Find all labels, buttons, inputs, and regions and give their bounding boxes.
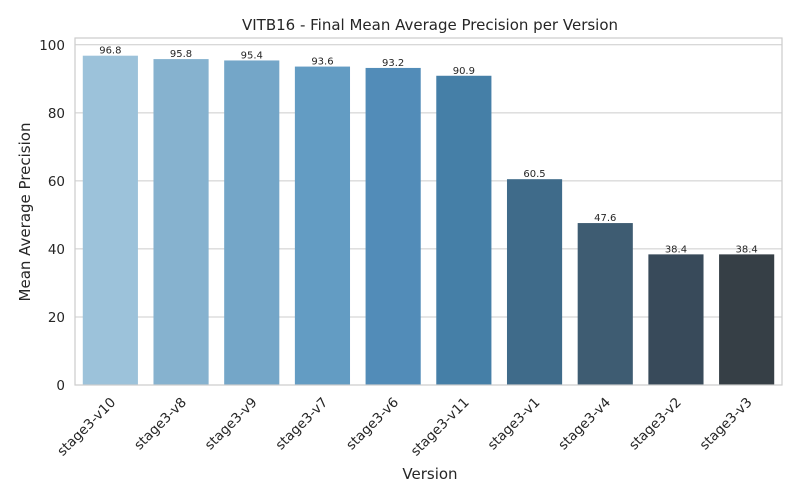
y-tick-label: 40	[48, 242, 65, 258]
y-tick-label: 100	[39, 38, 65, 54]
chart-title: VITB16 - Final Mean Average Precision pe…	[242, 16, 618, 34]
y-tick-labels: 0 20 40 60 80 100	[39, 38, 65, 394]
bar	[82, 55, 138, 386]
bar	[294, 66, 351, 385]
bar	[153, 59, 209, 385]
bar-value-label: 96.8	[99, 46, 121, 57]
bar-value-label: 93.6	[311, 57, 333, 68]
y-tick-label: 0	[56, 378, 65, 394]
x-tick-label: stage3-v8	[131, 395, 190, 454]
x-tick-labels: stage3-v10 stage3-v8 stage3-v9 stage3-v7 sta…	[54, 395, 755, 460]
bar-value-label: 90.9	[453, 66, 475, 77]
bar	[365, 67, 421, 385]
bar-value-label: 93.2	[382, 58, 404, 69]
x-tick-label: stage3-v6	[343, 395, 402, 454]
x-tick-label: stage3-v7	[272, 395, 331, 454]
bar-value-label: 60.5	[523, 169, 545, 180]
bar	[648, 254, 704, 385]
y-axis-label: Mean Average Precision	[16, 123, 34, 302]
y-tick-label: 60	[48, 174, 65, 190]
bars	[82, 55, 775, 386]
bar	[719, 254, 775, 385]
bar-value-label: 38.4	[736, 244, 758, 255]
x-tick-label: stage3-v1	[485, 395, 544, 454]
bar-value-label: 38.4	[665, 244, 687, 255]
x-tick-label: stage3-v2	[626, 395, 685, 454]
bar	[506, 179, 563, 385]
bar	[436, 75, 492, 385]
bar-value-label: 47.6	[594, 213, 616, 224]
bar-value-label: 95.8	[170, 49, 192, 60]
y-tick-label: 80	[48, 106, 65, 122]
bar-value-labels: 96.8 95.8 95.4 93.6 93.2 90.9 60.5 47.6 38.4 38.4	[99, 46, 758, 256]
x-tick-label: stage3-v9	[202, 395, 261, 454]
x-tick-label: stage3-v4	[555, 395, 614, 454]
bar	[577, 223, 633, 385]
x-axis-label: Version	[402, 465, 457, 483]
plot-frame	[74, 37, 783, 386]
bar	[224, 60, 280, 385]
y-tick-label: 20	[48, 310, 65, 326]
x-tick-label: stage3-v3	[697, 395, 756, 454]
x-tick-label: stage3-v11	[408, 395, 473, 460]
bar-value-label: 95.4	[241, 50, 263, 61]
x-tick-label: stage3-v10	[54, 395, 119, 460]
